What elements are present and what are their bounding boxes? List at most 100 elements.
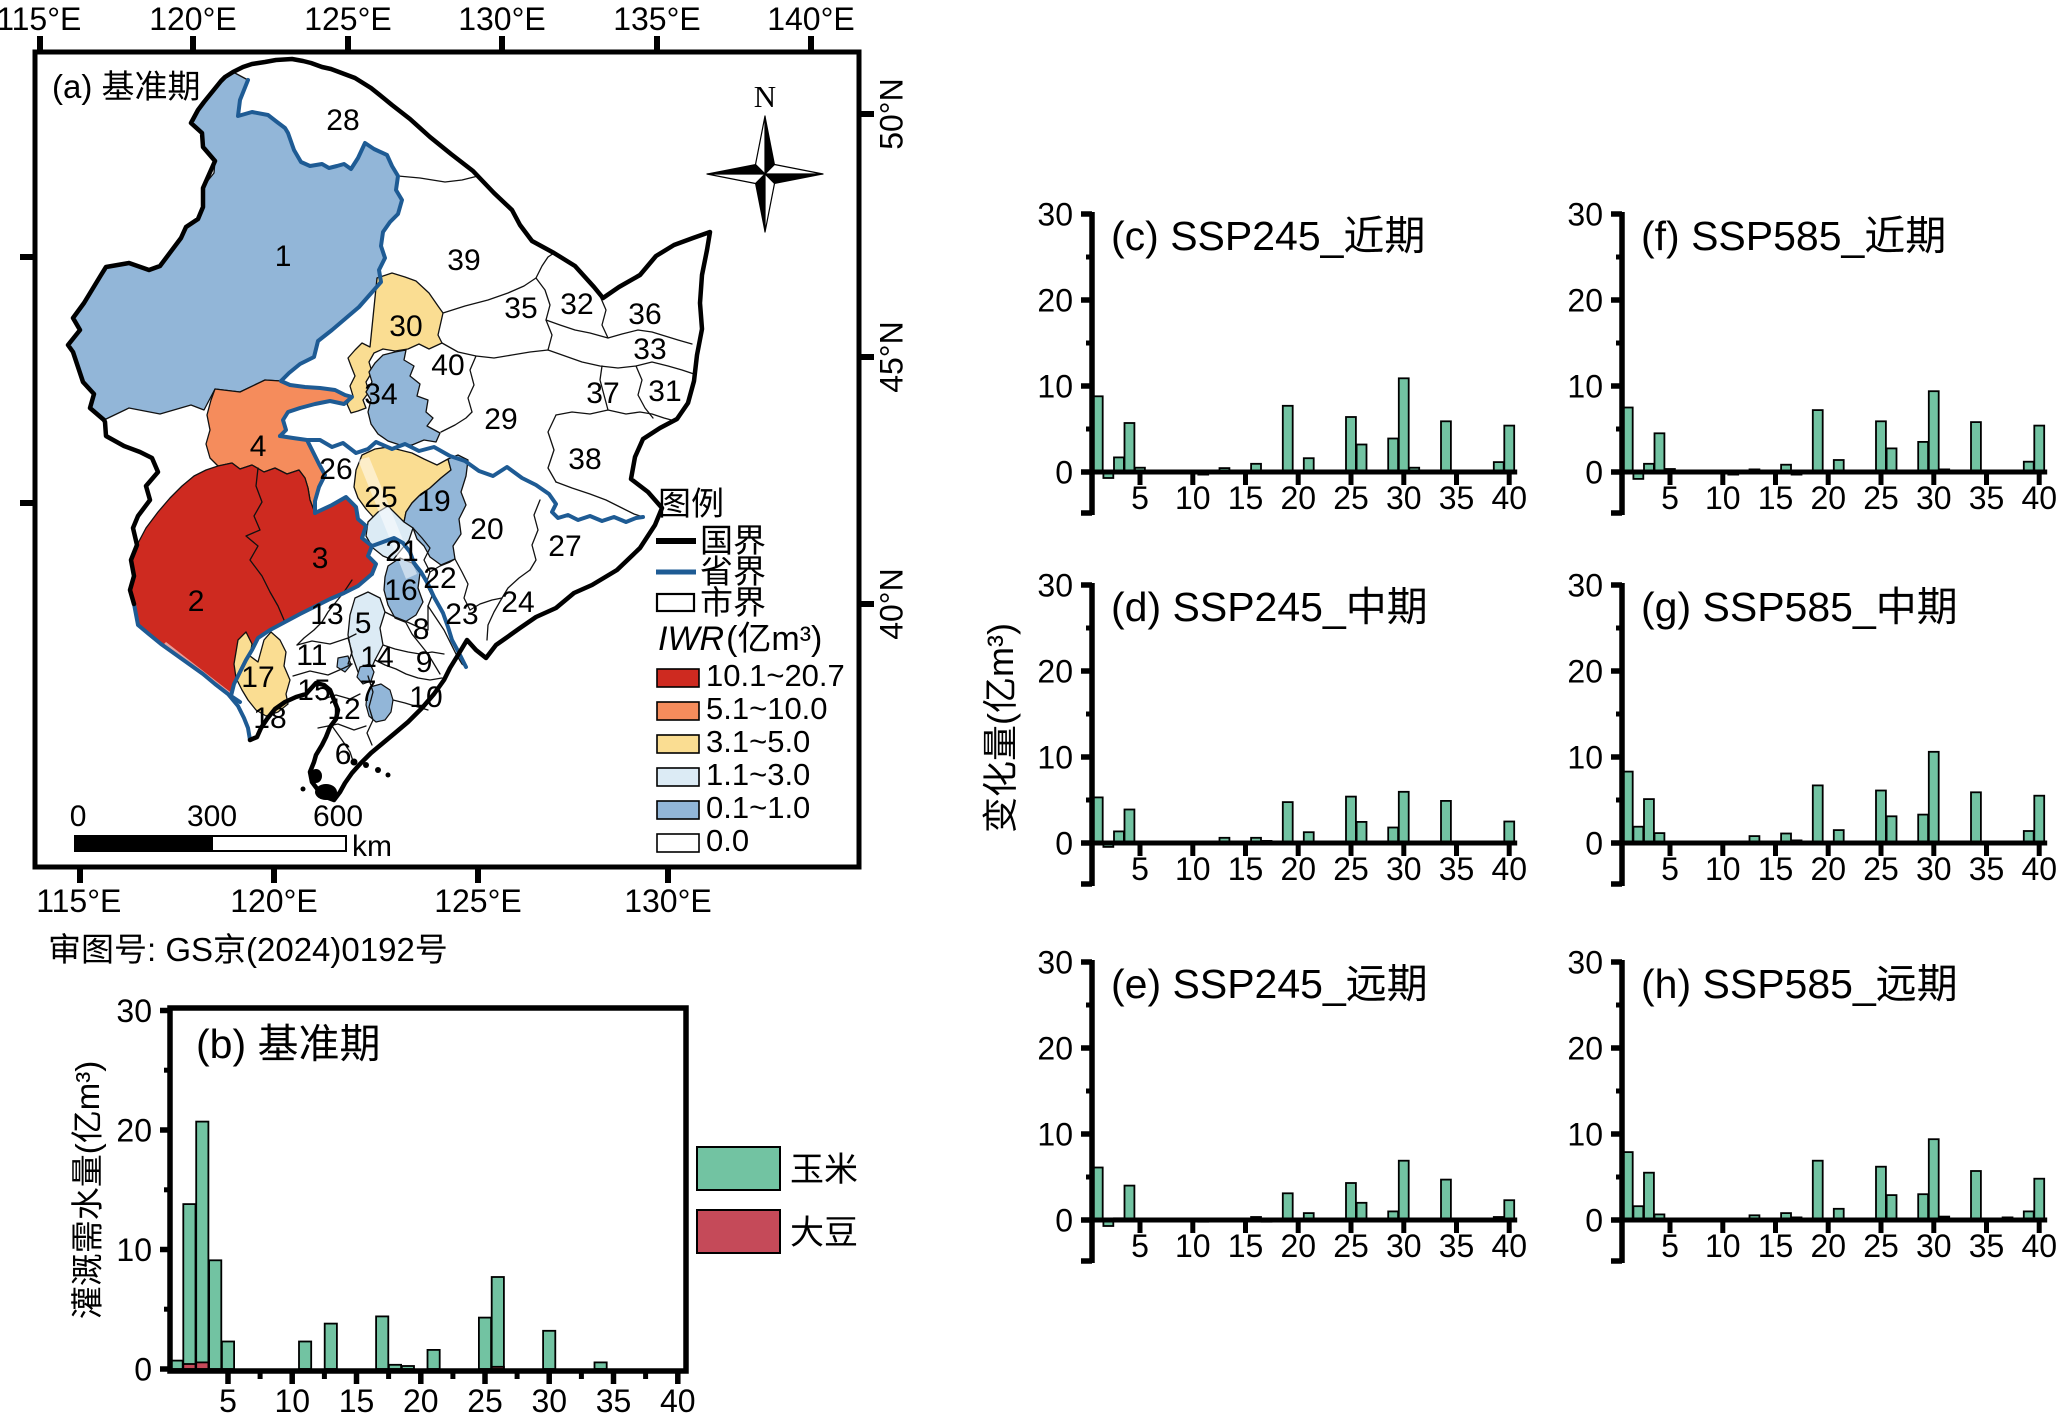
- svg-text:40: 40: [431, 349, 464, 382]
- svg-text:20: 20: [1281, 480, 1317, 516]
- svg-text:10: 10: [1175, 851, 1211, 887]
- svg-text:20: 20: [1811, 851, 1847, 887]
- svg-text:20: 20: [1811, 480, 1847, 516]
- svg-text:300: 300: [187, 800, 237, 833]
- svg-text:0: 0: [1055, 455, 1073, 491]
- svg-text:0.0: 0.0: [706, 823, 749, 858]
- svg-text:10: 10: [1037, 369, 1073, 405]
- svg-text:9: 9: [416, 646, 433, 679]
- svg-text:10: 10: [1037, 1117, 1073, 1153]
- svg-text:5: 5: [1131, 851, 1149, 887]
- svg-text:120°E: 120°E: [230, 883, 318, 919]
- svg-text:21: 21: [385, 535, 418, 568]
- svg-text:30: 30: [1386, 851, 1422, 887]
- svg-text:26: 26: [319, 453, 352, 486]
- svg-text:10: 10: [1567, 740, 1603, 776]
- svg-text:18: 18: [253, 702, 286, 735]
- svg-text:30: 30: [1567, 568, 1603, 604]
- svg-text:19: 19: [417, 485, 450, 518]
- svg-text:6: 6: [335, 738, 352, 771]
- svg-text:40: 40: [2022, 480, 2058, 516]
- svg-text:(b): (b): [196, 1021, 246, 1067]
- svg-text:5.1~10.0: 5.1~10.0: [706, 691, 828, 726]
- svg-text:30: 30: [1037, 945, 1073, 981]
- svg-text:30: 30: [532, 1383, 568, 1419]
- svg-text:30: 30: [389, 310, 422, 343]
- svg-text:115°E: 115°E: [0, 1, 81, 37]
- svg-text:125°E: 125°E: [304, 1, 392, 37]
- svg-text:140°E: 140°E: [767, 1, 855, 37]
- svg-text:35: 35: [1969, 480, 2005, 516]
- svg-text:24: 24: [501, 586, 534, 619]
- svg-text:35: 35: [504, 292, 537, 325]
- svg-text:35: 35: [1439, 1228, 1475, 1264]
- svg-text:(: (: [726, 620, 738, 658]
- svg-text:5: 5: [219, 1383, 237, 1419]
- svg-text:25: 25: [1863, 480, 1899, 516]
- svg-text:1: 1: [275, 240, 292, 273]
- svg-text:35: 35: [1969, 1228, 2005, 1264]
- svg-text:IWR: IWR: [658, 620, 724, 658]
- svg-text:35: 35: [1969, 851, 2005, 887]
- svg-text:3.1~5.0: 3.1~5.0: [706, 724, 810, 759]
- svg-text:10: 10: [1567, 1117, 1603, 1153]
- svg-text:10: 10: [116, 1232, 152, 1268]
- svg-text:30: 30: [1386, 1228, 1422, 1264]
- svg-text:35: 35: [596, 1383, 632, 1419]
- svg-text:12: 12: [327, 693, 360, 726]
- svg-text:20: 20: [1281, 851, 1317, 887]
- svg-text:20: 20: [1037, 1031, 1073, 1067]
- svg-text:13: 13: [310, 598, 343, 631]
- svg-text:20: 20: [116, 1113, 152, 1149]
- svg-text:130°E: 130°E: [458, 1, 546, 37]
- svg-text:(: (: [980, 713, 1021, 725]
- svg-text:20: 20: [1037, 654, 1073, 690]
- svg-text:29: 29: [484, 403, 517, 436]
- svg-text:15: 15: [297, 674, 330, 707]
- svg-text:0: 0: [1055, 826, 1073, 862]
- svg-text:40: 40: [2022, 851, 2058, 887]
- svg-text:33: 33: [633, 333, 666, 366]
- svg-text:5: 5: [1131, 480, 1149, 516]
- svg-text:30: 30: [1916, 851, 1952, 887]
- svg-text:15: 15: [1228, 851, 1264, 887]
- svg-text:10: 10: [1567, 369, 1603, 405]
- svg-text:40: 40: [660, 1383, 696, 1419]
- svg-text:30: 30: [1916, 480, 1952, 516]
- svg-text:5: 5: [1661, 480, 1679, 516]
- svg-text:15: 15: [1228, 1228, 1264, 1264]
- svg-text:25: 25: [1333, 851, 1369, 887]
- svg-text:5: 5: [355, 607, 372, 640]
- svg-text:0: 0: [1585, 1203, 1603, 1239]
- svg-text:4: 4: [250, 430, 267, 463]
- svg-text:2: 2: [188, 585, 205, 618]
- svg-text:10: 10: [1175, 1228, 1211, 1264]
- svg-text:40: 40: [2022, 1228, 2058, 1264]
- svg-text:(h) SSP585_: (h) SSP585_: [1641, 961, 1877, 1007]
- svg-text:30: 30: [1567, 945, 1603, 981]
- svg-text:125°E: 125°E: [434, 883, 522, 919]
- svg-text:(a): (a): [52, 68, 92, 105]
- svg-text:m³): m³): [771, 620, 822, 658]
- svg-text:15: 15: [1758, 1228, 1794, 1264]
- svg-text:600: 600: [313, 800, 363, 833]
- svg-text:25: 25: [1333, 480, 1369, 516]
- svg-text:20: 20: [1567, 283, 1603, 319]
- svg-text:10: 10: [1705, 480, 1741, 516]
- svg-text:0: 0: [70, 800, 87, 833]
- svg-text:25: 25: [467, 1383, 503, 1419]
- svg-text:135°E: 135°E: [613, 1, 701, 37]
- svg-text:40: 40: [1492, 1228, 1528, 1264]
- svg-text:14: 14: [360, 641, 393, 674]
- svg-text:120°E: 120°E: [149, 1, 237, 37]
- svg-text:15: 15: [1758, 480, 1794, 516]
- svg-text:8: 8: [413, 613, 430, 646]
- svg-text:11: 11: [296, 639, 327, 672]
- svg-text:10.1~20.7: 10.1~20.7: [706, 658, 845, 693]
- svg-text:32: 32: [560, 288, 593, 321]
- svg-text:10: 10: [1175, 480, 1211, 516]
- svg-text:10: 10: [1705, 1228, 1741, 1264]
- svg-text:27: 27: [548, 530, 581, 563]
- svg-text:15: 15: [1228, 480, 1264, 516]
- svg-text:0: 0: [134, 1352, 152, 1388]
